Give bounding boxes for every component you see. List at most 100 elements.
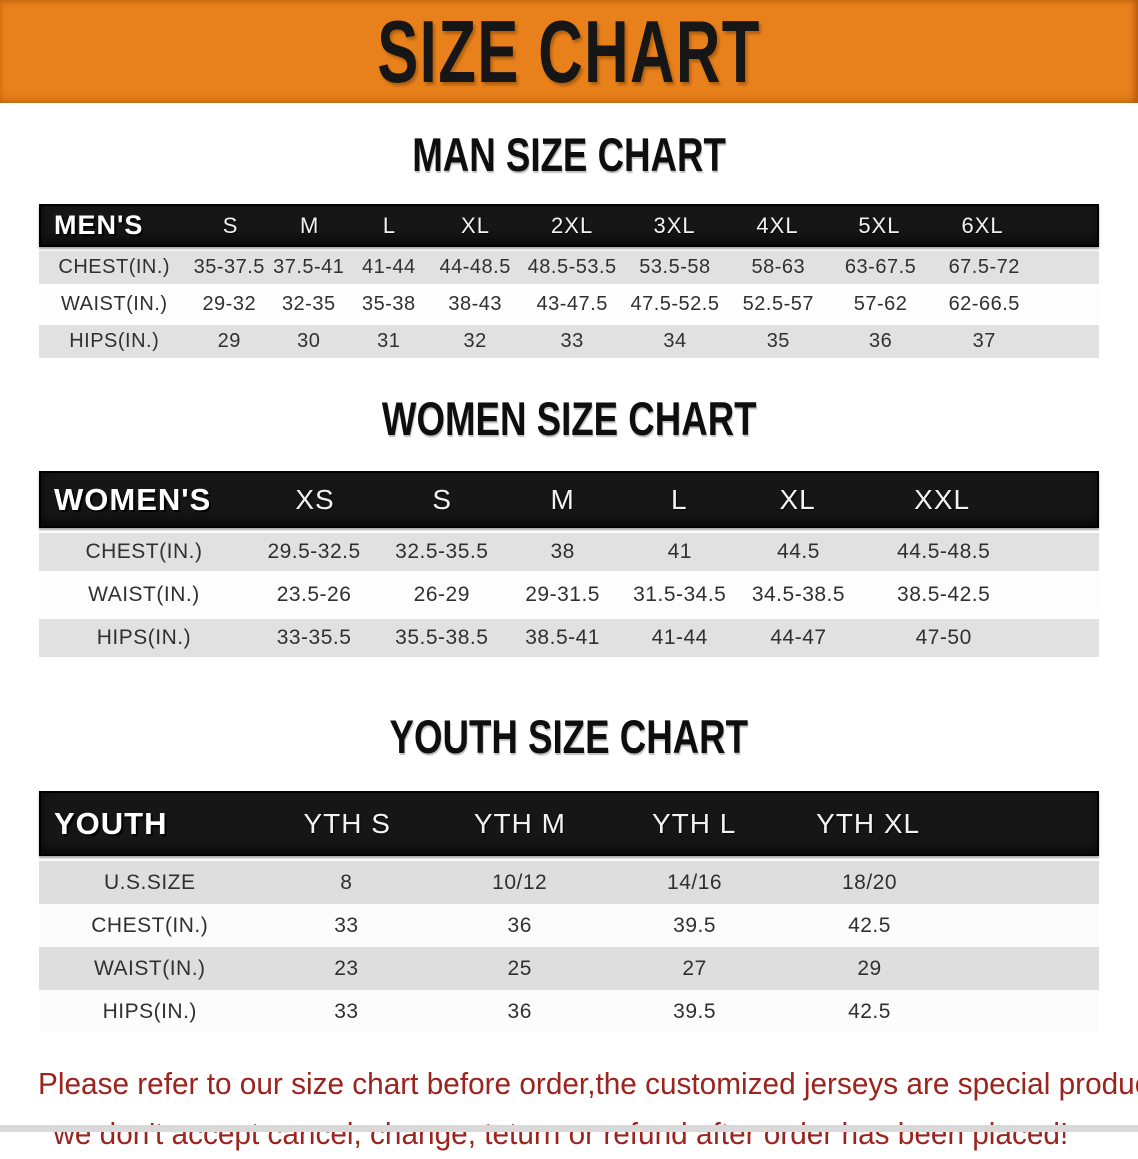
cell-value: 34.5-38.5 [751, 583, 846, 606]
cell-value: 47-50 [915, 626, 972, 649]
size-column-header: XL [779, 483, 816, 515]
cell-value: 23.5-26 [276, 583, 352, 606]
cell-value: 38 [550, 540, 575, 563]
cell-value: 57-62 [853, 293, 908, 315]
cell-value: 39.5 [673, 913, 717, 937]
cell-value: 37 [972, 330, 996, 352]
cell-value: 67.5-72 [948, 256, 1020, 278]
size-column-header: 5XL [858, 212, 901, 238]
header-label: YOUTH [54, 805, 168, 841]
table-row: HIPS(IN.) 29 30 31 32 33 34 35 36 37 [39, 325, 1099, 358]
size-column-header: YTH L [651, 807, 737, 839]
cell-value: 31.5-34.5 [633, 583, 727, 606]
row-label: CHEST(IN.) [58, 256, 171, 278]
cell-value: 36 [507, 913, 532, 937]
row-label: HIPS(IN.) [102, 999, 197, 1023]
cell-value: 62-66.5 [948, 293, 1020, 315]
cell-value: 33-35.5 [276, 626, 352, 649]
cell-value: 53.5-58 [639, 256, 711, 278]
section-women: WOMEN SIZE CHART WOMEN'S XS S M L XL XXL CHEST(I… [0, 391, 1138, 657]
cell-value: 33 [334, 999, 359, 1023]
cell-value: 44-48.5 [439, 256, 511, 278]
table-row: CHEST(IN.) 35-37.5 37.5-41 41-44 44-48.5 48.5… [39, 251, 1099, 284]
cell-value: 38.5-41 [525, 626, 600, 649]
cell-value: 48.5-53.5 [527, 256, 617, 278]
size-column-header: M [300, 212, 320, 238]
header-label: MEN'S [54, 210, 144, 240]
cell-value: 29 [217, 330, 241, 352]
row-label: HIPS(IN.) [69, 330, 160, 352]
table-row: WAIST(IN.) 23.5-26 26-29 29-31.5 31.5-34.5 34… [39, 576, 1099, 614]
cell-value: 30 [297, 330, 321, 352]
table-row: U.S.SIZE 8 10/12 14/16 18/20 [39, 861, 1099, 904]
table-header-row: WOMEN'S XS S M L XL XXL [39, 471, 1099, 528]
section-title-text: YOUTH SIZE CHART [389, 710, 749, 763]
disclaimer-line-1: Please refer to our size chart before or… [38, 1066, 1138, 1101]
disclaimer-line-2: we don't accept cancel, change, teturn o… [53, 1116, 1069, 1151]
cell-value: 29-31.5 [525, 583, 600, 606]
size-column-header: YTH M [473, 807, 566, 839]
cell-value: 32-35 [281, 293, 336, 315]
women-size-table: WOMEN'S XS S M L XL XXL CHEST(IN.) 29.5-32.5 32.5… [39, 471, 1099, 657]
row-label: WAIST(IN.) [61, 293, 168, 315]
table-row: HIPS(IN.) 33 36 39.5 42.5 [39, 990, 1099, 1033]
table-row: HIPS(IN.) 33-35.5 35.5-38.5 38.5-41 41-44 44-… [39, 619, 1099, 657]
cell-value: 39.5 [673, 999, 717, 1023]
table-header-row: MEN'S S M L XL 2XL 3XL 4XL 5XL 6XL [39, 204, 1099, 247]
row-label: WAIST(IN.) [88, 583, 200, 606]
table-row: CHEST(IN.) 29.5-32.5 32.5-35.5 38 41 44.5 44.5… [39, 533, 1099, 571]
cell-value: 52.5-57 [742, 293, 814, 315]
cell-value: 32.5-35.5 [395, 540, 489, 563]
section-men: MAN SIZE CHART MEN'S S M L XL 2XL 3XL 4XL 5XL 6XL C… [0, 127, 1138, 358]
cell-value: 33 [560, 330, 584, 352]
cell-value: 63-67.5 [844, 256, 917, 278]
cell-value: 47.5-52.5 [630, 293, 720, 315]
table-body: CHEST(IN.) 29.5-32.5 32.5-35.5 38 41 44.5 44.5… [39, 533, 1099, 657]
cell-value: 34 [663, 330, 687, 352]
size-column-header: 6XL [961, 212, 1004, 238]
cell-value: 27 [682, 956, 707, 980]
size-column-header: 4XL [756, 212, 799, 238]
size-column-header: YTH XL [816, 807, 921, 839]
men-section-title: MAN SIZE CHART [0, 127, 1138, 182]
row-label: U.S.SIZE [104, 870, 196, 894]
youth-section-title: YOUTH SIZE CHART [0, 709, 1138, 764]
cell-value: 38-43 [448, 293, 502, 315]
cell-value: 35-38 [361, 293, 416, 315]
cell-value: 23 [334, 956, 359, 980]
section-youth: YOUTH SIZE CHART YOUTH YTH S YTH M YTH L YTH … [0, 709, 1138, 1033]
cell-value: 44-47 [770, 626, 827, 649]
size-column-header: XXL [914, 483, 971, 515]
bottom-edge-strip [0, 1125, 1138, 1132]
row-label: CHEST(IN.) [91, 913, 209, 937]
cell-value: 29.5-32.5 [267, 540, 361, 563]
size-column-header: L [671, 483, 688, 515]
men-size-table: MEN'S S M L XL 2XL 3XL 4XL 5XL 6XL CHEST(IN.) 35-37… [39, 204, 1099, 358]
cell-value: 41-44 [651, 626, 708, 649]
table-header-row: YOUTH YTH S YTH M YTH L YTH XL [39, 791, 1099, 856]
section-title-text: WOMEN SIZE CHART [381, 392, 757, 445]
size-column-header: 2XL [551, 212, 594, 238]
size-column-header: YTH S [303, 807, 391, 839]
cell-value: 36 [507, 999, 532, 1023]
table-row: WAIST(IN.) 23 25 27 29 [39, 947, 1099, 990]
banner-title: SIZE CHART [377, 1, 761, 101]
header-label: WOMEN'S [54, 481, 212, 517]
table-row: CHEST(IN.) 33 36 39.5 42.5 [39, 904, 1099, 947]
row-label: WAIST(IN.) [93, 956, 206, 980]
row-label: CHEST(IN.) [85, 540, 203, 563]
cell-value: 32 [463, 330, 487, 352]
size-column-header: XS [295, 483, 335, 515]
cell-value: 44.5 [777, 540, 820, 563]
cell-value: 33 [334, 913, 359, 937]
size-column-header: M [550, 483, 575, 515]
cell-value: 35 [766, 330, 790, 352]
cell-value: 41 [667, 540, 692, 563]
table-body: U.S.SIZE 8 10/12 14/16 18/20 CHEST(IN.) 33 36 39… [39, 861, 1099, 1033]
section-title-text: MAN SIZE CHART [412, 128, 726, 181]
size-column-header: S [432, 483, 453, 515]
cell-value: 29 [857, 956, 882, 980]
cell-value: 8 [340, 870, 353, 894]
cell-value: 43-47.5 [536, 293, 608, 315]
row-label: HIPS(IN.) [96, 626, 192, 649]
